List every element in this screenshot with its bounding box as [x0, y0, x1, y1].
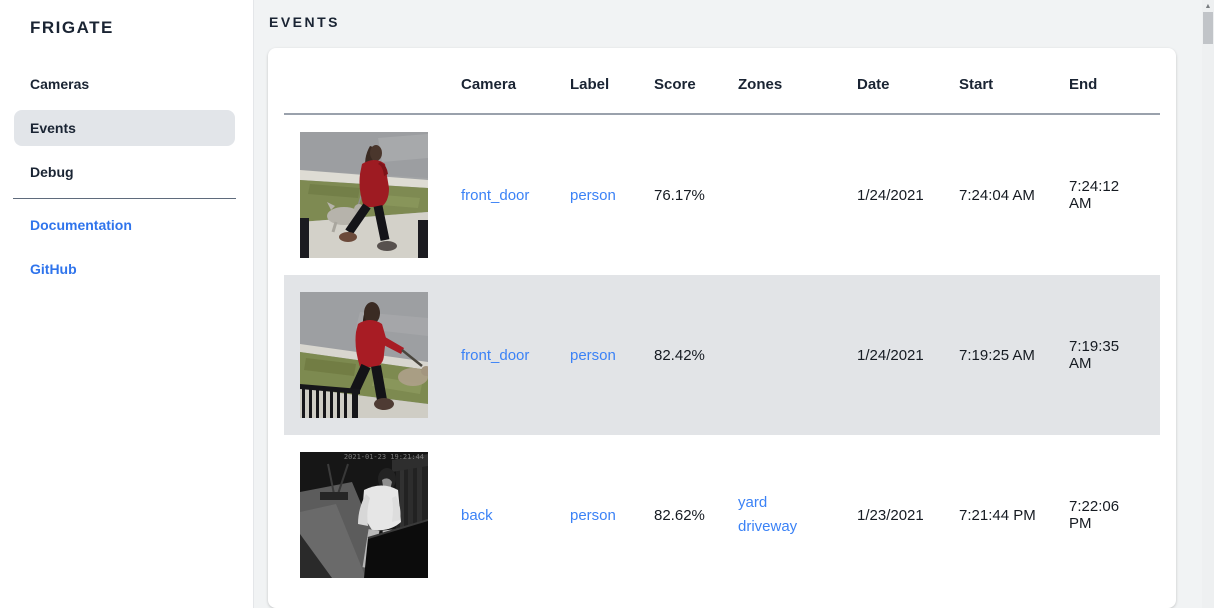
sidebar-item-events[interactable]: Events: [14, 110, 235, 146]
sidebar-nav: Cameras Events Debug Documentation GitHu…: [0, 66, 253, 287]
table-header-row: Camera Label Score Zones Date Start End: [284, 48, 1160, 115]
event-score: 82.62%: [654, 506, 705, 524]
event-date: 1/24/2021: [857, 346, 924, 364]
event-row: 2021-01-23 19:21:44: [284, 435, 1160, 595]
event-zones: [722, 275, 841, 435]
column-camera: Camera: [445, 48, 554, 115]
event-thumbnail[interactable]: [300, 292, 428, 418]
event-end: 7:22:06 PM: [1069, 498, 1120, 532]
events-card: Camera Label Score Zones Date Start End: [268, 48, 1176, 608]
events-table: Camera Label Score Zones Date Start End: [284, 48, 1160, 595]
event-score: 82.42%: [654, 346, 705, 364]
event-camera-link[interactable]: front_door: [461, 186, 530, 204]
event-camera-link[interactable]: back: [461, 506, 493, 524]
event-date: 1/23/2021: [857, 506, 924, 524]
page-title: EVENTS: [269, 14, 341, 30]
event-label-link[interactable]: person: [570, 506, 616, 524]
main-content: EVENTS Camera Label Score Zones Date Sta…: [254, 0, 1214, 608]
thumbnail-timestamp-overlay: 2021-01-23 19:21:44: [344, 453, 424, 461]
event-start: 7:19:25 AM: [959, 346, 1035, 364]
event-zones: [722, 114, 841, 275]
event-zone-link[interactable]: yard: [738, 494, 768, 511]
event-score: 76.17%: [654, 186, 705, 204]
event-zones: yard driveway: [722, 435, 841, 595]
scrollbar-thumb[interactable]: [1203, 12, 1213, 44]
sidebar-item-documentation[interactable]: Documentation: [30, 217, 132, 233]
event-label-link[interactable]: person: [570, 346, 616, 364]
column-thumbnail: [284, 48, 445, 115]
sidebar: FRIGATE Cameras Events Debug Documentati…: [0, 0, 254, 608]
column-score: Score: [638, 48, 722, 115]
event-label-link[interactable]: person: [570, 186, 616, 204]
sidebar-item-cameras[interactable]: Cameras: [30, 76, 90, 92]
column-start: Start: [943, 48, 1053, 115]
column-zones: Zones: [722, 48, 841, 115]
scroll-up-arrow-icon[interactable]: ▲: [1204, 2, 1212, 10]
event-end: 7:24:12 AM: [1069, 178, 1120, 212]
event-camera-link[interactable]: front_door: [461, 346, 530, 364]
event-thumbnail[interactable]: [300, 132, 428, 258]
column-label: Label: [554, 48, 638, 115]
event-date: 1/24/2021: [857, 186, 924, 204]
event-start: 7:24:04 AM: [959, 186, 1035, 204]
column-date: Date: [841, 48, 943, 115]
event-zone-link[interactable]: driveway: [738, 518, 798, 535]
event-thumbnail[interactable]: 2021-01-23 19:21:44: [300, 452, 428, 578]
sidebar-item-github[interactable]: GitHub: [30, 261, 77, 277]
column-end: End: [1053, 48, 1160, 115]
sidebar-item-debug[interactable]: Debug: [30, 164, 74, 180]
app-title: FRIGATE: [30, 18, 114, 37]
event-start: 7:21:44 PM: [959, 506, 1036, 524]
event-end: 7:19:35 AM: [1069, 338, 1120, 372]
event-row: front_door person 76.17% 1/24/2021 7:24:…: [284, 114, 1160, 275]
vertical-scrollbar[interactable]: ▲: [1202, 0, 1214, 608]
sidebar-divider: [13, 198, 236, 199]
event-row: front_door person 82.42% 1/24/2021 7:19:…: [284, 275, 1160, 435]
